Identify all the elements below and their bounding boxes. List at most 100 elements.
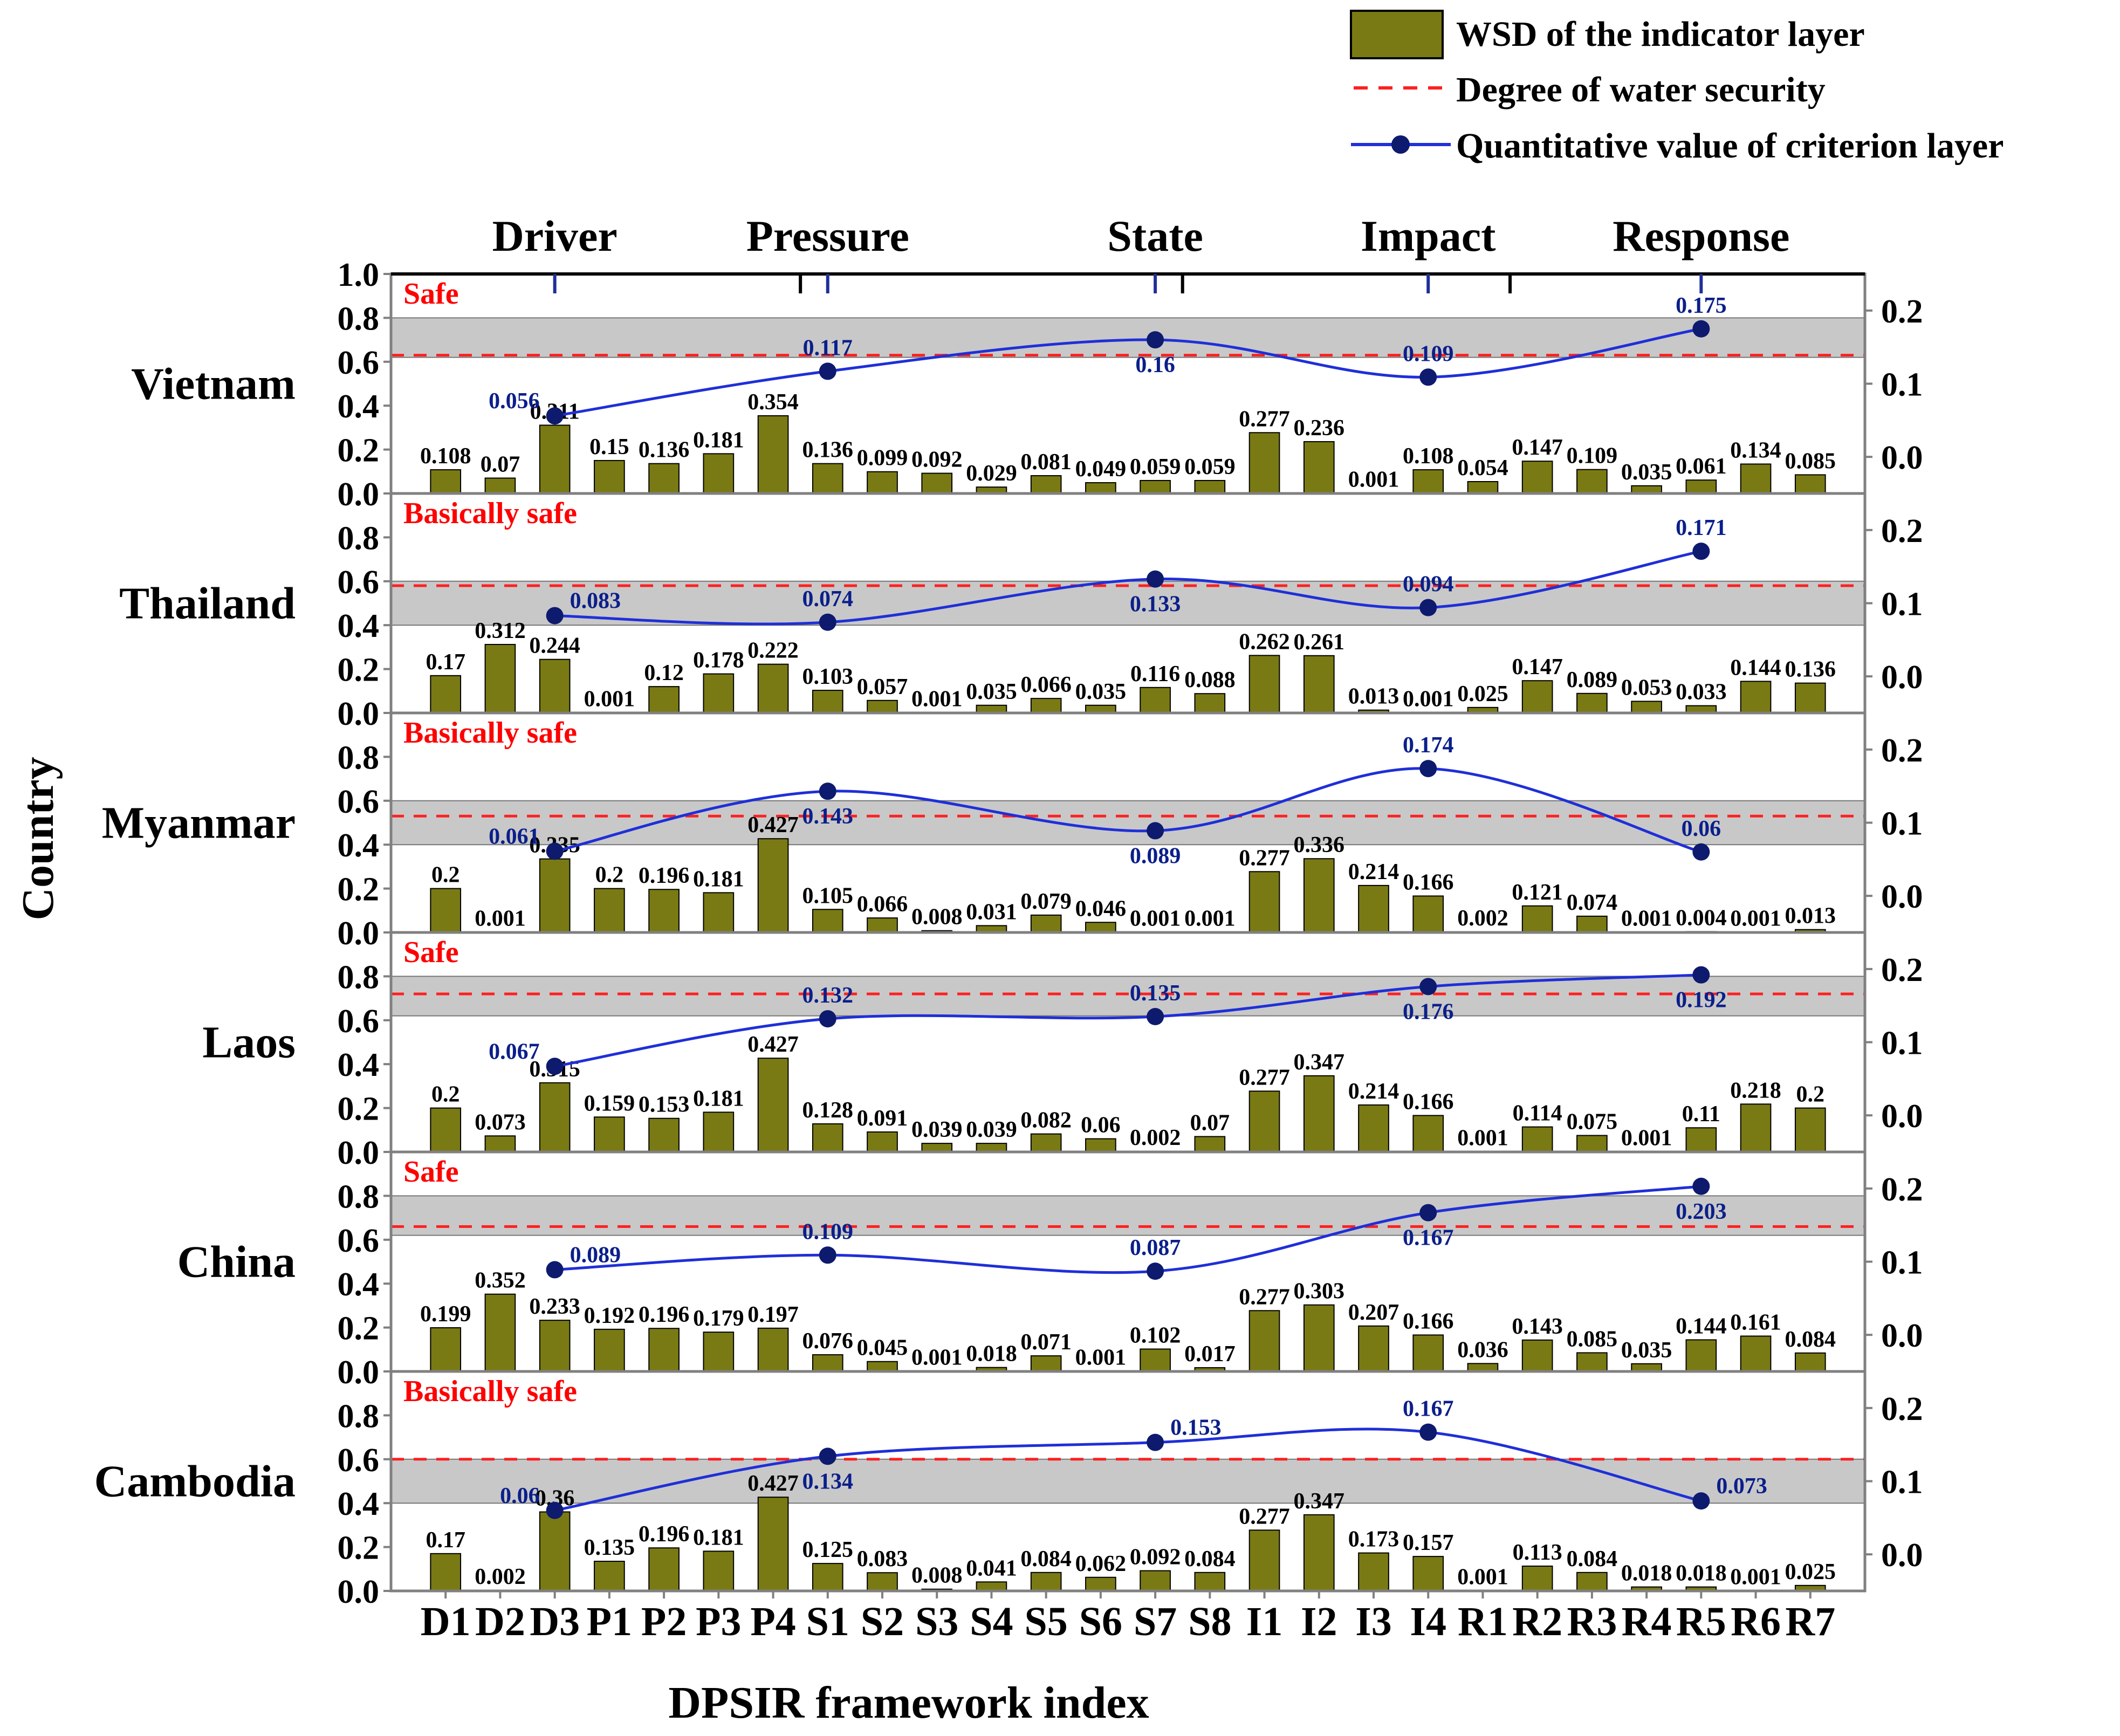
bar-label-S5: 0.066 [1020,673,1072,697]
left-tick-label: 0.8 [338,739,380,776]
bar-label-S4: 0.041 [966,1556,1017,1581]
bar-label-D2: 0.352 [475,1268,526,1293]
dpsir-group-headers: Driver Pressure State Impact Response [492,211,1790,260]
bar-R4 [1631,701,1662,713]
bar-label-P3: 0.181 [693,1086,744,1111]
bar-P3 [703,1111,735,1153]
left-tick-label: 0.4 [338,608,380,644]
bar-label-S2: 0.057 [857,675,908,699]
status-label: Basically safe [403,497,577,530]
bar-label-R5: 0.004 [1676,905,1727,930]
bar-label-R3: 0.075 [1567,1109,1618,1134]
bar-R2 [1521,905,1553,934]
bar-S5 [1030,475,1062,495]
x-tick-label-R7: R7 [1785,1599,1835,1644]
right-tick-label: 0.2 [1881,732,1923,769]
bar-label-I3: 0.214 [1348,860,1399,884]
x-tick-label-S3: S3 [915,1599,958,1644]
bar-P3 [703,892,735,934]
bar-S1 [812,1563,843,1591]
bar-label-P3: 0.179 [693,1306,744,1331]
bar-label-S4: 0.018 [966,1342,1017,1367]
country-label: Thailand [119,579,296,629]
bar-S4 [976,1581,1007,1591]
criterion-point-driver [546,407,564,425]
left-tick-label: 0.0 [338,1135,380,1171]
bar-label-R5: 0.144 [1676,1314,1727,1339]
bar-R2 [1521,1126,1553,1153]
bar-I4 [1412,469,1444,495]
right-tick-label: 0.0 [1881,1537,1923,1574]
x-tick-label-P3: P3 [696,1599,741,1644]
bar-label-D3: 0.244 [529,634,580,658]
left-tick-label: 0.0 [338,476,380,513]
criterion-label-response: 0.203 [1676,1199,1727,1224]
x-tick-label-R2: R2 [1512,1599,1562,1644]
bar-label-D1: 0.2 [431,863,460,888]
bar-label-R2: 0.114 [1513,1101,1562,1126]
bar-D1 [430,469,462,495]
bar-label-I4: 0.166 [1403,870,1454,895]
x-tick-label-D1: D1 [421,1599,471,1644]
bar-D2 [484,644,516,713]
country-label: Myanmar [102,798,296,848]
left-tick-label: 0.4 [338,827,380,864]
criterion-point-response [1692,320,1710,338]
bar-S2 [867,471,898,494]
bar-S7 [1140,1570,1171,1591]
bar-D3 [539,1511,571,1591]
criterion-label-driver: 0.089 [570,1243,621,1267]
criterion-label-state: 0.089 [1130,843,1181,868]
bar-P3 [703,453,735,495]
bar-S3 [921,472,953,495]
legend-bar-label: WSD of the indicator layer [1456,15,1865,54]
bar-label-S3: 0.008 [911,1563,963,1588]
criterion-label-pressure: 0.132 [802,983,854,1008]
status-label: Safe [403,277,459,311]
criterion-point-driver [546,1261,564,1279]
legend: WSD of the indicator layer Degree of wat… [1350,10,2004,166]
security-band [391,1196,1865,1236]
right-tick-label: 0.0 [1881,1098,1923,1135]
bar-label-R4: 0.035 [1621,1338,1672,1363]
criterion-label-driver: 0.06 [500,1484,540,1508]
criterion-point-driver [546,842,564,860]
bar-label-I3: 0.013 [1348,684,1399,709]
left-tick-label: 0.8 [338,1178,380,1215]
bar-I4 [1412,895,1444,933]
bar-D3 [539,858,571,934]
bar-P2 [648,889,680,934]
bar-R2 [1521,1566,1553,1592]
right-tick-label: 0.1 [1881,1464,1923,1501]
bar-I2 [1303,1075,1335,1152]
bar-P4 [757,1058,789,1153]
bar-label-S6: 0.049 [1075,457,1127,482]
bar-label-I1: 0.277 [1239,407,1290,431]
bar-label-S2: 0.091 [857,1106,908,1131]
bar-D1 [430,888,462,933]
left-tick-label: 0.2 [338,1530,380,1567]
group-header-state: State [1107,211,1203,260]
left-tick-label: 0.8 [338,959,380,996]
bar-label-R7: 0.084 [1785,1327,1836,1352]
right-tick-label: 0.0 [1881,1318,1923,1354]
bar-P1 [594,1561,625,1591]
x-tick-label-S4: S4 [970,1599,1013,1644]
bar-label-R5: 0.033 [1676,680,1727,705]
bar-label-R6: 0.161 [1730,1310,1781,1335]
bar-label-S6: 0.06 [1081,1113,1121,1138]
bar-R2 [1521,461,1553,495]
bar-R3 [1576,469,1608,495]
criterion-point-pressure [819,1246,836,1264]
bar-label-R2: 0.113 [1513,1540,1562,1565]
bar-label-P4: 0.427 [747,813,799,838]
bar-label-P4: 0.354 [747,390,799,415]
bar-label-I1: 0.277 [1239,1285,1290,1309]
bar-label-S5: 0.071 [1020,1330,1072,1355]
bar-label-S8: 0.088 [1184,668,1236,692]
bar-label-S3: 0.092 [911,448,963,472]
panel-vietnam: 0.1080.070.3110.150.1360.1810.3540.1360.… [131,257,1923,513]
x-tick-label-S6: S6 [1079,1599,1122,1644]
bar-S5 [1030,1355,1062,1373]
